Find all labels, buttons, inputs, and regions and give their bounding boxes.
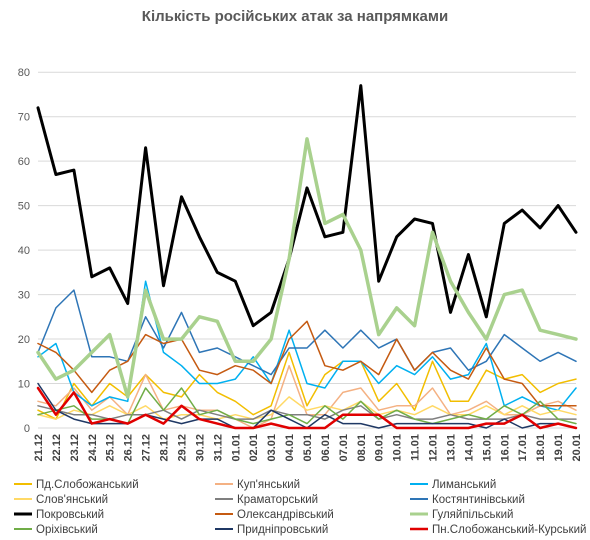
x-tick-label: 27.12 bbox=[141, 434, 153, 462]
x-tick-label: 26.12 bbox=[123, 434, 135, 462]
legend-item: Куп'янський bbox=[215, 479, 300, 491]
x-tick-label: 24.12 bbox=[87, 434, 99, 462]
x-tick-label: 07.01 bbox=[338, 434, 350, 462]
legend-label: Гуляйпільський bbox=[432, 509, 513, 521]
y-tick-label: 0 bbox=[24, 423, 30, 435]
x-tick-label: 01.01 bbox=[230, 434, 242, 462]
x-tick-label: 17.01 bbox=[517, 434, 529, 462]
x-tick-label: 02.01 bbox=[248, 434, 260, 462]
series-line-12 bbox=[36, 386, 578, 430]
x-tick-label: 19.01 bbox=[553, 434, 565, 462]
y-tick-label: 30 bbox=[18, 290, 30, 302]
legend-label: Краматорський bbox=[237, 494, 318, 506]
x-tick-label: 22.12 bbox=[51, 434, 63, 462]
y-tick-label: 10 bbox=[18, 379, 30, 391]
legend-item: Покровський bbox=[14, 509, 104, 521]
legend-label: Слов'янський bbox=[36, 494, 108, 506]
x-tick-label: 25.12 bbox=[105, 434, 117, 462]
legend-item: Костянтинівський bbox=[410, 494, 525, 506]
legend-item: Лиманський bbox=[410, 479, 496, 491]
x-tick-label: 04.01 bbox=[284, 434, 296, 462]
series-line-9 bbox=[36, 137, 578, 399]
legend-label: Пд.Слобожанський bbox=[36, 479, 139, 491]
legend-label: Куп'янський bbox=[237, 479, 300, 491]
x-tick-label: 21.12 bbox=[33, 434, 45, 462]
y-tick-label: 70 bbox=[18, 112, 30, 124]
legend-label: Лиманський bbox=[432, 479, 496, 491]
legend-label: Костянтинівський bbox=[432, 494, 525, 506]
x-tick-label: 11.01 bbox=[410, 434, 422, 461]
legend-item: Слов'янський bbox=[14, 494, 108, 506]
x-tick-label: 23.12 bbox=[69, 434, 81, 462]
legend-label: Олександрівський bbox=[237, 509, 334, 521]
x-tick-label: 31.12 bbox=[212, 434, 224, 462]
x-tick-label: 12.01 bbox=[428, 434, 440, 462]
x-tick-label: 06.01 bbox=[320, 434, 332, 462]
chart-title: Кількість російських атак за напрямками bbox=[141, 8, 449, 25]
x-tick-label: 14.01 bbox=[463, 434, 475, 462]
x-tick-label: 15.01 bbox=[481, 434, 493, 462]
series-layer bbox=[36, 84, 578, 430]
legend-item: Придніпровський bbox=[215, 524, 328, 536]
y-tick-label: 40 bbox=[18, 245, 30, 257]
legend-item: Оріхівський bbox=[14, 524, 98, 536]
legend-item: Олександрівський bbox=[215, 509, 334, 521]
legend-item: Краматорський bbox=[215, 494, 318, 506]
x-tick-label: 05.01 bbox=[302, 434, 314, 462]
legend-label: Покровський bbox=[36, 509, 104, 521]
y-tick-label: 50 bbox=[18, 201, 30, 213]
legend-label: Пн.Слобожанський-Курський bbox=[432, 524, 586, 536]
x-tick-label: 10.01 bbox=[392, 434, 404, 462]
y-tick-label: 20 bbox=[18, 334, 30, 346]
x-tick-label: 13.01 bbox=[445, 434, 457, 462]
legend-item: Гуляйпільський bbox=[410, 509, 513, 521]
x-tick-label: 28.12 bbox=[159, 434, 171, 462]
x-tick-label: 30.12 bbox=[194, 434, 206, 462]
x-tick-label: 09.01 bbox=[374, 434, 386, 462]
series-line-3 bbox=[37, 280, 577, 411]
x-tick-label: 20.01 bbox=[571, 434, 583, 462]
x-tick-label: 29.12 bbox=[176, 434, 188, 462]
legend-label: Придніпровський bbox=[237, 524, 328, 536]
legend-item: Пд.Слобожанський bbox=[14, 479, 139, 491]
y-tick-label: 80 bbox=[18, 67, 30, 79]
legend-label: Оріхівський bbox=[36, 524, 98, 536]
x-axis-ticks: 21.12 22.12 23.12 24.12 25.12 26.12 27.12 28.12… bbox=[33, 434, 583, 462]
legend-item: Пн.Слобожанський-Курський bbox=[410, 524, 586, 536]
x-tick-label: 16.01 bbox=[499, 434, 511, 462]
y-axis-ticks: 0 10 20 30 40 50 60 70 80 bbox=[18, 67, 30, 435]
x-tick-label: 03.01 bbox=[266, 434, 278, 462]
x-tick-label: 08.01 bbox=[356, 434, 368, 462]
legend: Пд.Слобожанський Куп'янський Лиманський Сло… bbox=[14, 479, 586, 536]
x-tick-label: 18.01 bbox=[535, 434, 547, 462]
y-tick-label: 60 bbox=[18, 156, 30, 168]
series-line-7 bbox=[36, 84, 578, 328]
series-line-8 bbox=[37, 320, 577, 407]
